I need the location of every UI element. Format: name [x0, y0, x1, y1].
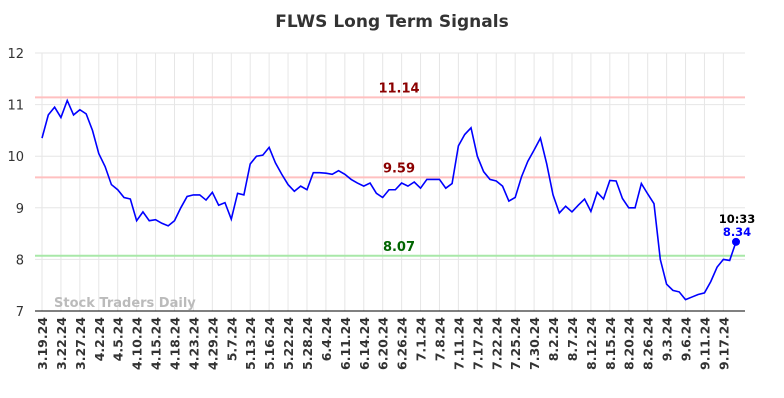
x-tick-label: 7.11.24: [451, 317, 466, 370]
x-tick-label: 6.14.24: [357, 317, 372, 370]
x-tick-label: 4.15.24: [149, 317, 164, 370]
y-tick-label: 10: [7, 150, 24, 165]
x-tick-label: 5.28.24: [300, 317, 315, 370]
x-tick-label: 9.6.24: [679, 317, 694, 362]
x-tick-label: 6.4.24: [319, 317, 334, 362]
y-tick-label: 8: [16, 253, 24, 268]
x-tick-label: 8.7.24: [565, 317, 580, 362]
x-tick-label: 8.15.24: [603, 317, 618, 370]
x-tick-label: 3.22.24: [54, 317, 69, 370]
x-tick-label: 7.17.24: [470, 317, 485, 370]
y-tick-label: 12: [7, 47, 24, 62]
x-tick-label: 5.7.24: [224, 317, 239, 362]
x-tick-label: 6.20.24: [376, 317, 391, 370]
x-tick-label: 3.27.24: [73, 317, 88, 370]
x-tick-label: 5.16.24: [262, 317, 277, 370]
signal-label: 8.07: [383, 240, 415, 255]
last-value: 8.34: [723, 225, 751, 239]
last-point: [732, 237, 740, 246]
x-tick-label: 4.10.24: [130, 317, 145, 370]
signal-label: 9.59: [383, 161, 415, 176]
x-tick-label: 8.26.24: [641, 317, 656, 370]
x-tick-label: 6.11.24: [338, 317, 353, 370]
x-tick-label: 4.5.24: [111, 317, 126, 362]
x-tick-label: 7.25.24: [508, 317, 523, 370]
y-tick-label: 7: [16, 305, 24, 320]
x-tick-label: 9.17.24: [716, 317, 731, 370]
x-tick-label: 8.12.24: [584, 317, 599, 370]
y-tick-label: 11: [7, 99, 24, 114]
x-tick-label: 3.19.24: [35, 317, 50, 370]
watermark: Stock Traders Daily: [54, 296, 196, 311]
x-tick-label: 7.30.24: [527, 317, 542, 370]
x-tick-label: 6.26.24: [395, 317, 410, 370]
last-time: 10:33: [719, 212, 756, 226]
x-tick-label: 8.20.24: [622, 317, 637, 370]
y-tick-label: 9: [16, 202, 24, 217]
x-tick-label: 7.8.24: [432, 317, 447, 362]
x-tick-label: 7.1.24: [414, 317, 429, 362]
x-tick-label: 8.2.24: [546, 317, 561, 362]
x-tick-label: 4.23.24: [186, 317, 201, 370]
x-tick-label: 9.3.24: [660, 317, 675, 362]
x-tick-label: 5.13.24: [243, 317, 258, 370]
x-tick-label: 9.11.24: [697, 317, 712, 370]
x-tick-label: 5.22.24: [281, 317, 296, 370]
price-line: [41, 98, 737, 301]
x-tick-label: 4.29.24: [205, 317, 220, 370]
x-tick-label: 4.2.24: [92, 317, 107, 362]
chart-title: FLWS Long Term Signals: [275, 12, 508, 32]
x-tick-label: 7.22.24: [489, 317, 504, 370]
x-tick-label: 4.18.24: [167, 317, 182, 370]
signal-label: 11.14: [378, 81, 419, 96]
